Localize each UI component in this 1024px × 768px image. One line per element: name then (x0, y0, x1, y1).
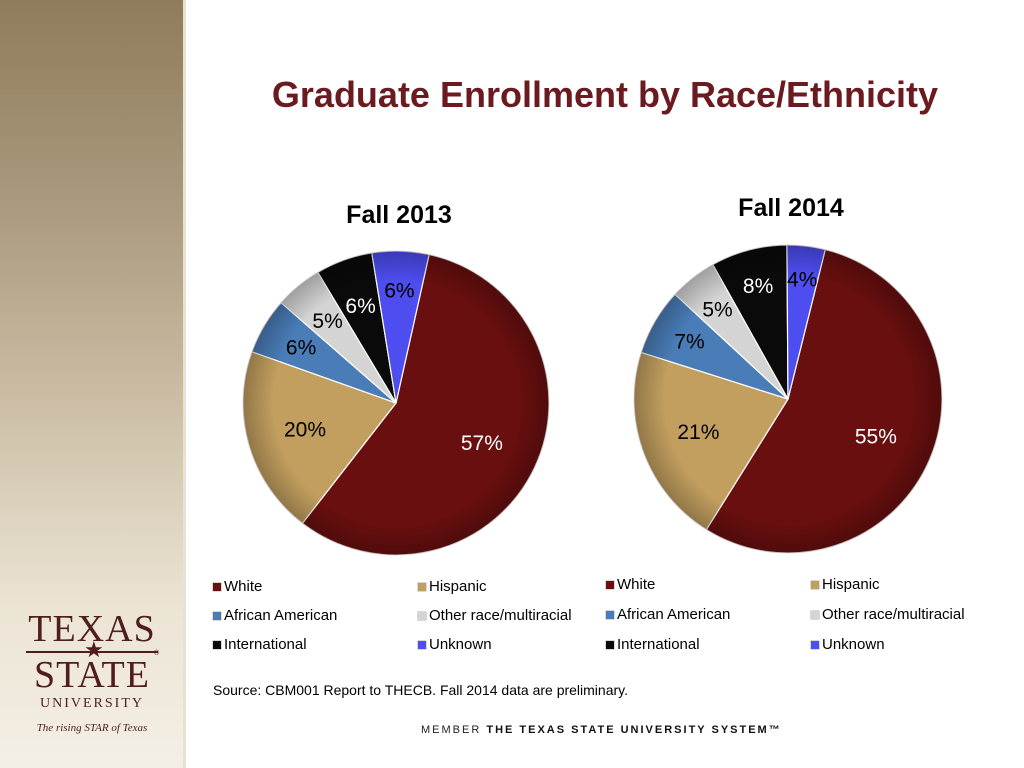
registered-mark: ® (154, 650, 160, 657)
legend-item-other-race-multiracial: Other race/multiracial (418, 607, 572, 624)
pie-shading (242, 250, 550, 556)
university-logo: TEXAS ★ STATE UNIVERSITY The rising STAR… (22, 610, 162, 734)
legend-item-international: International (606, 636, 700, 653)
legend-label: Hispanic (822, 576, 880, 593)
legend-swatch (811, 640, 819, 649)
logo-divider: ★ (26, 639, 158, 661)
sidebar-band (0, 0, 183, 768)
footer-system-name: THE TEXAS STATE UNIVERSITY SYSTEM™ (486, 724, 782, 736)
legend-label: African American (224, 607, 338, 624)
footer-member: MEMBER (421, 724, 482, 736)
legend-item-white: White (606, 576, 655, 593)
legend-item-unknown: Unknown (811, 636, 885, 653)
legend-item-hispanic: Hispanic (811, 576, 880, 593)
legend-swatch (811, 580, 819, 589)
pie-chart-fall-2014: 55%21%7%5%8%4% (633, 244, 943, 554)
legend-swatch (418, 640, 426, 649)
logo-text-state: STATE (34, 654, 150, 696)
legend-label: Other race/multiracial (822, 606, 965, 623)
legend-label: Unknown (429, 636, 492, 653)
legend-swatch (811, 610, 819, 619)
legend-label: Other race/multiracial (429, 607, 572, 624)
legend-item-hispanic: Hispanic (418, 578, 487, 595)
legend-swatch (213, 611, 221, 620)
source-note: Source: CBM001 Report to THECB. Fall 201… (213, 682, 629, 698)
legend-item-african-american: African American (213, 607, 337, 624)
legend-swatch (213, 640, 221, 649)
pie-shading (633, 244, 943, 554)
legend-label: International (224, 636, 307, 653)
chart-title-fall-2014: Fall 2014 (738, 194, 844, 222)
legend-swatch (606, 610, 614, 619)
legend-label: White (224, 578, 263, 595)
legend-label: Hispanic (429, 578, 487, 595)
chart-title-fall-2013: Fall 2013 (346, 201, 452, 229)
sidebar-divider (183, 0, 186, 768)
legend-label: Unknown (822, 636, 885, 653)
legend-item-unknown: Unknown (418, 636, 492, 653)
legend-label: African American (617, 606, 731, 623)
star-icon: ★ (84, 637, 104, 662)
legend-swatch (606, 640, 614, 649)
legend-item-other-race-multiracial: Other race/multiracial (811, 606, 965, 623)
legend-swatch (418, 582, 426, 591)
legend-item-international: International (213, 636, 307, 653)
slide-title: Graduate Enrollment by Race/Ethnicity (271, 74, 939, 115)
legend-swatch (606, 580, 614, 589)
legend-swatch (213, 582, 221, 591)
legend-item-white: White (213, 578, 262, 595)
system-footer: MEMBER THE TEXAS STATE UNIVERSITY SYSTEM… (421, 724, 782, 736)
logo-tagline: The rising STAR of Texas (36, 722, 148, 734)
logo-text-university: UNIVERSITY (40, 696, 144, 711)
pie-chart-fall-2013: 57%20%6%5%6%6% (242, 250, 550, 556)
legend-item-african-american: African American (606, 606, 730, 623)
logo-text-texas: TEXAS (28, 608, 156, 650)
legend-label: White (617, 576, 656, 593)
legend-label: International (617, 636, 700, 653)
legend-swatch (418, 611, 426, 620)
